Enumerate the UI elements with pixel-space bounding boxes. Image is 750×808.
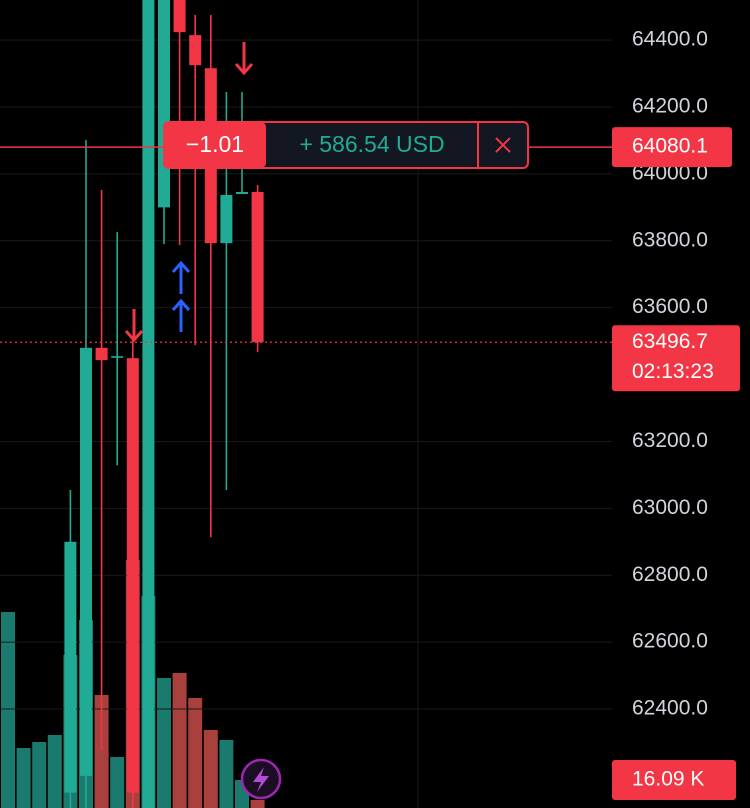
candle-body <box>80 347 92 776</box>
y-tick-label: 63600.0 <box>632 295 708 318</box>
candles-layer <box>64 0 264 808</box>
candle-body <box>64 541 77 793</box>
volume-bar <box>188 698 203 808</box>
candle-body <box>236 191 248 194</box>
position-pnl: + 586.54 USD <box>299 131 444 157</box>
last-price: 63496.7 <box>632 330 708 353</box>
candle-body <box>158 0 170 208</box>
quantity-box <box>164 122 266 168</box>
volume-bar <box>172 673 187 808</box>
candle-body <box>251 191 264 343</box>
position-panel[interactable]: −1.01 + 586.54 USD <box>163 121 529 169</box>
candle-body <box>189 35 202 66</box>
sell-arrow <box>234 42 254 76</box>
y-tick-label: 64400.0 <box>632 28 708 51</box>
y-tick-label: 63000.0 <box>632 496 708 519</box>
candle-body <box>142 0 155 808</box>
volume-bar <box>219 740 234 808</box>
volume-value-box <box>612 760 736 800</box>
sell-arrow <box>124 309 144 343</box>
candle-body <box>220 194 233 244</box>
position-price: 64080.1 <box>632 135 708 158</box>
y-tick-label: 62600.0 <box>632 630 708 653</box>
volume-bar <box>47 735 62 808</box>
y-tick-label: 64200.0 <box>632 95 708 118</box>
candle-body <box>126 358 139 793</box>
volume-bar <box>1 612 15 808</box>
buy-arrow <box>171 298 191 332</box>
position-quantity: −1.01 <box>186 131 244 157</box>
countdown: 02:13:23 <box>632 360 714 383</box>
last-price-box <box>612 325 740 392</box>
signal-arrows <box>124 42 254 343</box>
close-position-button[interactable] <box>495 137 511 153</box>
volume-bar <box>94 695 109 808</box>
volume-bar <box>16 748 31 808</box>
y-tick-label: 64000.0 <box>632 161 708 184</box>
overlay-layer <box>0 146 612 343</box>
candle-body <box>111 356 124 358</box>
volume-value-label: 16.09 K <box>632 768 704 791</box>
candle-body <box>95 347 108 361</box>
volume-bar <box>203 730 218 808</box>
y-tick-label: 63800.0 <box>632 228 708 251</box>
buy-arrow <box>171 260 191 294</box>
position-price-box <box>612 127 732 168</box>
volume-bar <box>250 799 265 808</box>
y-tick-label: 62800.0 <box>632 563 708 586</box>
lightning-button[interactable] <box>240 758 282 800</box>
candle-body <box>173 0 186 33</box>
y-tick-label: 62400.0 <box>632 697 708 720</box>
y-tick-label: 63200.0 <box>632 429 708 452</box>
volume-bar <box>157 678 171 808</box>
price-axis: 62400.0 62600.0 62800.0 63000.0 63200.0 63600… <box>612 28 740 800</box>
volume-bar <box>32 742 47 808</box>
volume-bar <box>110 757 125 808</box>
